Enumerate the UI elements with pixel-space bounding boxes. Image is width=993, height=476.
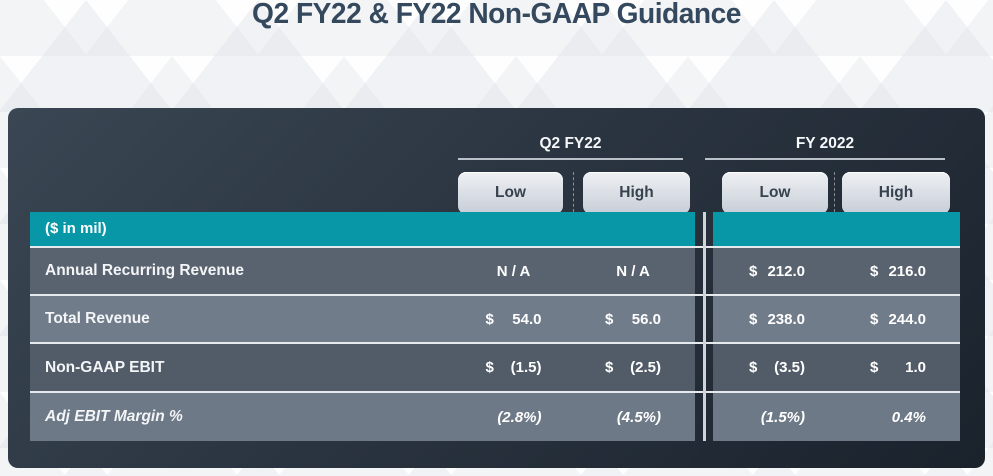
row-bg [713,393,960,441]
row-bg [713,344,960,391]
q2-high-button[interactable]: High [583,172,690,214]
cell-q2-high: (4.5%) [616,408,661,426]
row-label: Adj EBIT Margin % [45,408,183,425]
row-label: Annual Recurring Revenue [45,262,244,279]
column-separator [834,172,835,212]
table-row-adj-ebit-margin: Adj EBIT Margin % (2.8%) (4.5%) (1.5%) 0… [8,393,985,441]
fy-low-button[interactable]: Low [722,172,828,214]
guidance-panel: Q2 FY22 FY 2022 Low High Low High ($ in … [8,108,985,468]
row-bg [30,296,695,342]
cell-q2-high: $56.0 [605,310,661,328]
cell-q2-high: N / A [616,262,650,280]
group-underline-q2fy22 [458,158,683,160]
table-row-annual-recurring-revenue: Annual Recurring Revenue N / A N / A $21… [8,248,985,294]
row-divider [30,246,960,248]
cell-q2-low: N / A [496,262,531,280]
unit-label: ($ in mil) [45,220,107,237]
row-divider [30,294,960,296]
fy-high-button[interactable]: High [842,172,950,214]
row-label: Total Revenue [45,310,150,327]
row-bg [713,296,960,342]
row-bg [30,393,695,441]
cell-fy-high: 0.4% [891,408,926,426]
cell-q2-high: $ (2.5) [605,359,661,376]
group-header-q2fy22: Q2 FY22 [539,135,602,152]
cell-q2-low: (2.8%) [497,408,542,426]
cell-fy-low: $212.0 [749,262,805,280]
row-divider [30,342,960,344]
cell-fy-low: $238.0 [749,310,805,328]
row-bg [713,248,960,294]
unit-band-left [30,212,695,246]
page-title: Q2 FY22 & FY22 Non-GAAP Guidance [252,0,741,30]
row-divider [30,391,960,393]
unit-band-right [713,212,960,246]
cell-fy-high: $244.0 [870,310,926,328]
cell-fy-low: $ (3.5) [749,359,805,376]
column-separator [573,172,574,212]
row-bg [30,248,695,294]
cell-fy-high: $1.0 [870,359,926,376]
table-row-non-gaap-ebit: Non-GAAP EBIT $ (1.5) $ (2.5) $ (3.5) $1.0 [8,344,985,391]
row-bg [30,344,695,391]
group-header-fy2022: FY 2022 [795,135,855,152]
cell-fy-low: (1.5%) [760,408,805,426]
group-underline-fy2022 [705,158,945,160]
cell-fy-high: $216.0 [870,262,926,280]
cell-q2-low: $54.0 [485,310,542,328]
table-row-total-revenue: Total Revenue $54.0 $56.0 $238.0 $244.0 [8,296,985,342]
section-divider [703,212,706,441]
row-label: Non-GAAP EBIT [45,358,165,376]
q2-low-button[interactable]: Low [458,172,563,214]
cell-q2-low: $ (1.5) [485,359,542,376]
